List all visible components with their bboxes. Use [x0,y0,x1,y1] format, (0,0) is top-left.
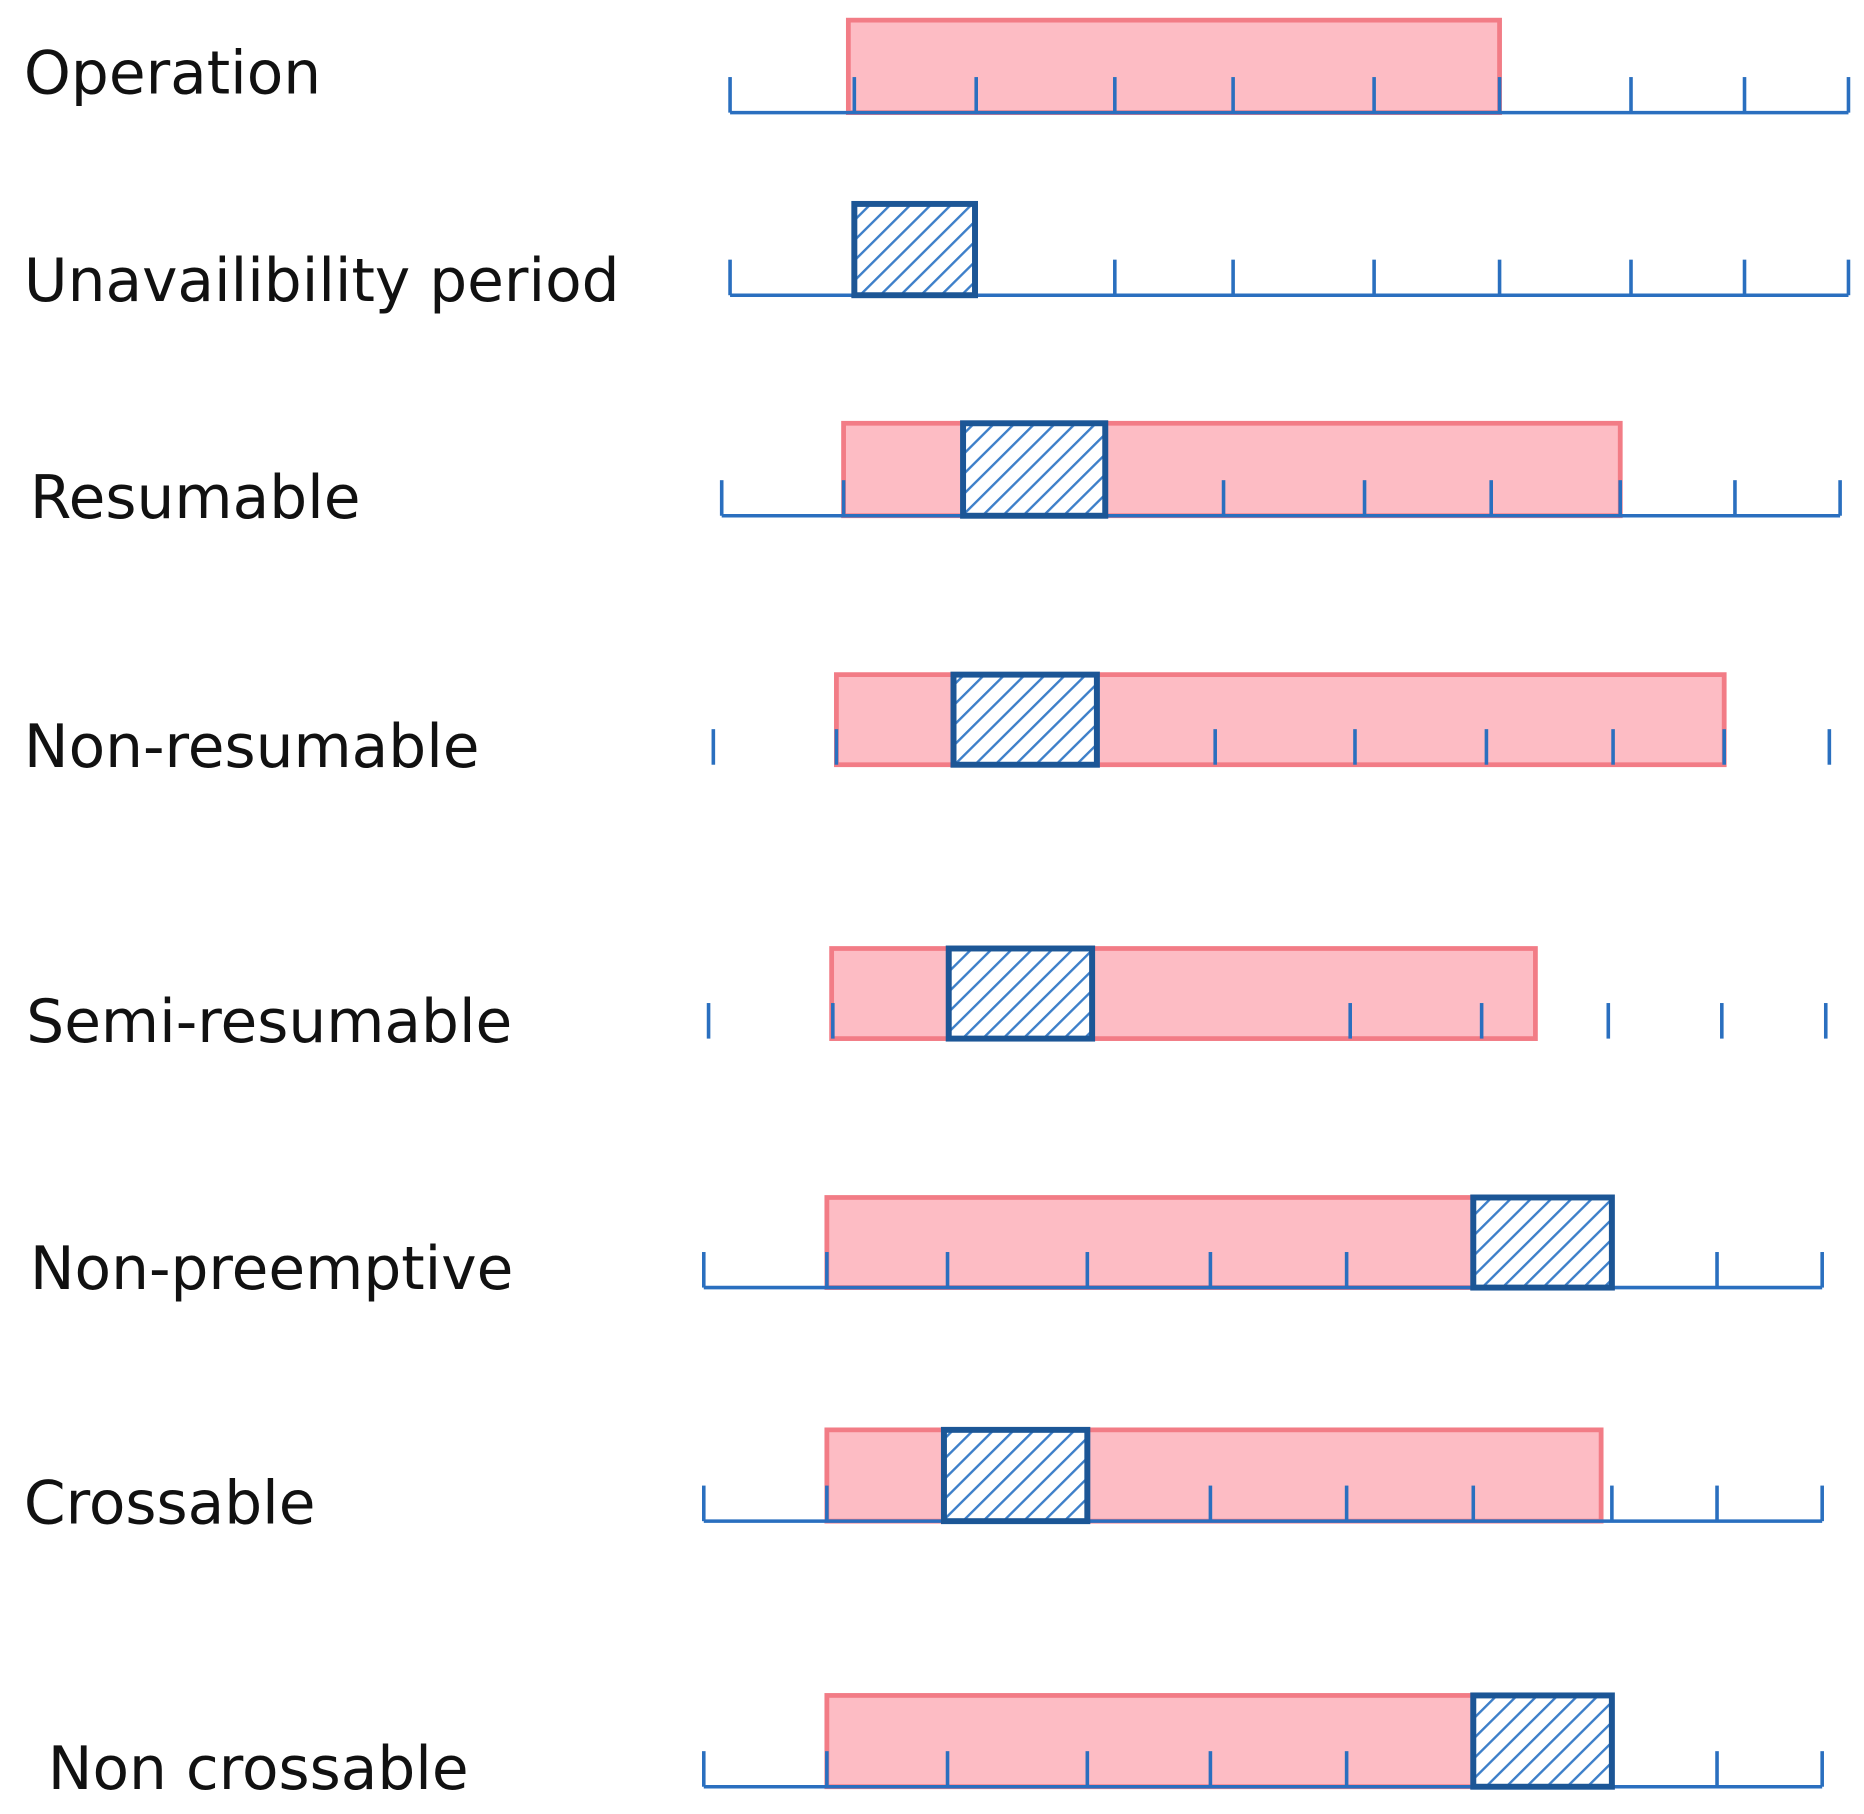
row-label: Resumable [30,464,361,533]
row-label: Semi-resumable [26,988,512,1057]
row-label: Operation [24,40,321,109]
unavailability-box [1470,1194,1615,1291]
operation-bar [824,1693,1476,1790]
operation-bar [824,1195,1476,1290]
unavailability-box [940,1426,1091,1525]
row-label: Unavailibility period [24,247,620,316]
unavailability-box [945,945,1096,1042]
row-label: Non crossable [48,1735,469,1804]
unavailability-box [960,420,1109,519]
operation-bar [829,946,1538,1041]
row-label: Crossable [24,1470,316,1539]
row-label: Non-resumable [24,713,480,782]
unavailability-box [851,200,979,299]
unavailability-box [1470,1692,1615,1790]
row-label: Non-preemptive [30,1235,514,1304]
operation-bar [845,17,1502,116]
unavailability-box [950,671,1100,768]
